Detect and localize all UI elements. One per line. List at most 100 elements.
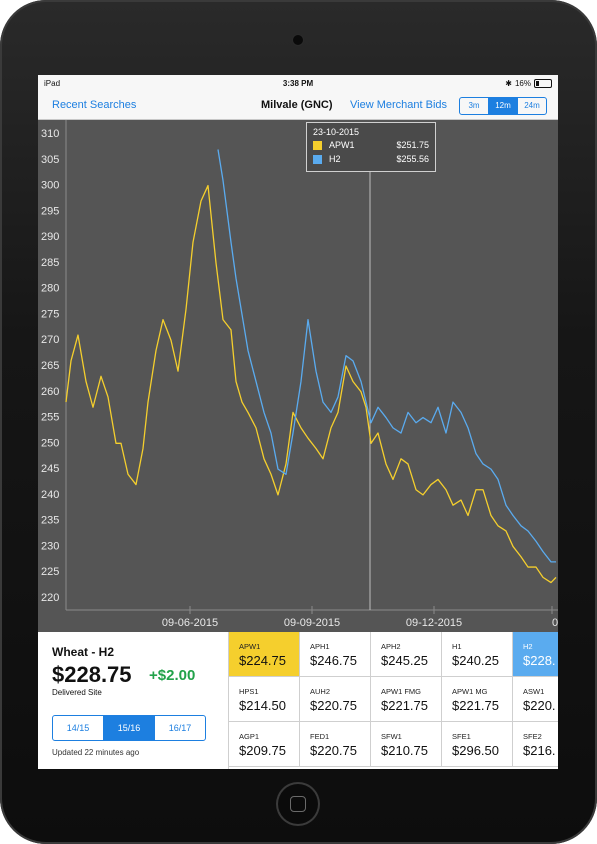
- x-tick-label: 09-06-2015: [162, 617, 218, 629]
- status-bar: iPad 3:38 PM ✱ 16%: [38, 75, 558, 91]
- grade-cell[interactable]: ASW1 $220.: [513, 677, 558, 722]
- y-tick-label: 285: [41, 257, 59, 269]
- updated-label: Updated 22 minutes ago: [52, 748, 140, 757]
- tooltip-series-value: $251.75: [396, 140, 429, 150]
- grade-code: SFE1: [452, 732, 471, 741]
- grade-price: $220.: [523, 698, 556, 713]
- grade-cell[interactable]: FED1 $220.75: [300, 722, 371, 767]
- page-title: Milvale (GNC): [261, 99, 333, 111]
- y-tick-label: 235: [41, 515, 59, 527]
- grade-code: H1: [452, 642, 462, 651]
- season-1415-button[interactable]: 14/15: [53, 716, 104, 740]
- x-tick-label: 09-03-: [552, 617, 558, 629]
- bluetooth-icon: ✱: [505, 79, 512, 88]
- grade-cell[interactable]: APW1 MG $221.75: [442, 677, 513, 722]
- y-tick-label: 225: [41, 566, 59, 578]
- bottom-panel: Wheat - H2 $228.75 +$2.00 Delivered Site…: [38, 632, 558, 769]
- chart-canvas: 310 305 300 295 290 285 280 275 270 265 260 255 250 2…: [41, 120, 558, 629]
- nav-bar: Recent Searches Milvale (GNC) View Merch…: [38, 91, 558, 120]
- price-chart[interactable]: 310 305 300 295 290 285 280 275 270 265 260 255 250 2…: [38, 120, 558, 632]
- y-tick-label: 295: [41, 205, 59, 217]
- tooltip-series-value: $255.56: [396, 154, 429, 164]
- price-change: +$2.00: [149, 667, 196, 684]
- grade-price: $209.75: [239, 743, 286, 758]
- grade-code: APW1: [239, 642, 261, 651]
- home-icon: [290, 796, 306, 812]
- y-tick-label: 250: [41, 437, 59, 449]
- grade-cell[interactable]: H2 $228.: [513, 632, 558, 677]
- grade-cell[interactable]: APW1 $224.75: [229, 632, 300, 677]
- grade-cell[interactable]: HPS1 $214.50: [229, 677, 300, 722]
- grade-cell[interactable]: SFW1 $210.75: [371, 722, 442, 767]
- grade-cell[interactable]: APH1 $246.75: [300, 632, 371, 677]
- y-tick-label: 280: [41, 283, 59, 295]
- y-tick-label: 270: [41, 334, 59, 346]
- season-1617-button[interactable]: 16/17: [168, 723, 192, 733]
- tooltip-row-h2: H2 $255.56: [313, 154, 429, 166]
- current-price: $228.75: [52, 662, 132, 687]
- y-tick-label: 265: [41, 360, 59, 372]
- grade-cell[interactable]: APW1 FMG $221.75: [371, 677, 442, 722]
- grade-cell[interactable]: AGP1 $209.75: [229, 722, 300, 767]
- range-12m-button[interactable]: 12m: [489, 98, 518, 114]
- series-line-apw1: [65, 184, 557, 584]
- battery-status: ✱ 16%: [505, 79, 552, 88]
- view-merchant-bids-link[interactable]: View Merchant Bids: [350, 99, 448, 111]
- grade-price: $221.75: [452, 698, 499, 713]
- grade-price: $214.50: [239, 698, 286, 713]
- grade-code: APH1: [310, 642, 330, 651]
- grade-code: AGP1: [239, 732, 260, 741]
- range-24m-button[interactable]: 24m: [524, 101, 540, 110]
- y-tick-label: 220: [41, 592, 59, 604]
- grade-code: APH2: [381, 642, 401, 651]
- grade-price: $210.75: [381, 743, 428, 758]
- grade-cell[interactable]: APH2 $245.25: [371, 632, 442, 677]
- tooltip-series-name: APW1: [329, 140, 355, 150]
- home-button[interactable]: [278, 784, 318, 824]
- tooltip-row-apw1: APW1 $251.75: [313, 140, 429, 152]
- grade-price: $245.25: [381, 653, 428, 668]
- grade-title: Wheat - H2: [52, 645, 115, 659]
- grade-code: AUH2: [310, 687, 331, 696]
- battery-percent: 16%: [514, 79, 531, 88]
- range-3m-button[interactable]: 3m: [460, 98, 489, 114]
- grade-cell[interactable]: SFE1 $296.50: [442, 722, 513, 767]
- grade-price: $224.75: [239, 653, 286, 668]
- y-tick-label: 300: [41, 180, 59, 192]
- grade-price: $240.25: [452, 653, 499, 668]
- x-tick-label: 09-12-2015: [406, 617, 462, 629]
- grade-price: $216.: [523, 743, 556, 758]
- tooltip-series-name: H2: [329, 154, 341, 164]
- grade-price: $220.75: [310, 743, 357, 758]
- y-tick-label: 310: [41, 128, 59, 140]
- grade-code: H2: [523, 642, 533, 651]
- grade-price: $246.75: [310, 653, 357, 668]
- grade-price: $228.: [523, 653, 556, 668]
- grade-code: HPS1: [239, 687, 259, 696]
- delivery-type: Delivered Site: [52, 688, 102, 697]
- grade-code: APW1 FMG: [381, 687, 422, 696]
- battery-icon: [534, 79, 552, 88]
- y-tick-label: 290: [41, 231, 59, 243]
- grade-cell[interactable]: SFE2 $216.: [513, 722, 558, 767]
- season-1516-button[interactable]: 15/16: [104, 716, 155, 740]
- grade-code: APW1 MG: [452, 687, 488, 696]
- device-label: iPad: [44, 79, 61, 88]
- y-tick-label: 275: [41, 308, 59, 320]
- season-selector: 14/15 15/16 16/17: [52, 715, 206, 741]
- grade-cell[interactable]: AUH2 $220.75: [300, 677, 371, 722]
- range-selector: 3m 12m 24m: [459, 97, 547, 115]
- grade-cell[interactable]: H1 $240.25: [442, 632, 513, 677]
- grade-code: SFE2: [523, 732, 542, 741]
- recent-searches-link[interactable]: Recent Searches: [52, 99, 137, 111]
- grade-grid: APW1 $224.75 APH1 $246.75 APH2 $245.25 H1 $240.…: [229, 632, 558, 769]
- legend-swatch-h2: [313, 155, 322, 164]
- y-tick-label: 230: [41, 540, 59, 552]
- legend-swatch-apw1: [313, 141, 322, 150]
- y-tick-label: 240: [41, 489, 59, 501]
- x-tick-label: 09-09-2015: [284, 617, 340, 629]
- y-tick-label: 255: [41, 412, 59, 424]
- grade-code: FED1: [310, 732, 330, 741]
- clock: 3:38 PM: [282, 79, 314, 88]
